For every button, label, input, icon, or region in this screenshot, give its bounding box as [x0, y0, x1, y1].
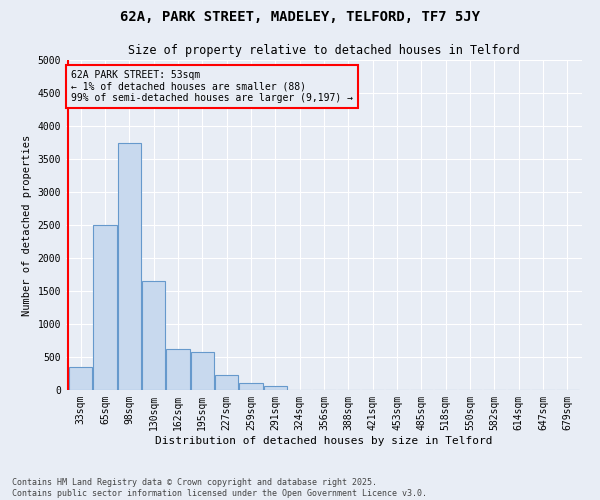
X-axis label: Distribution of detached houses by size in Telford: Distribution of detached houses by size …	[155, 436, 493, 446]
Bar	[166, 349, 190, 390]
Y-axis label: Number of detached properties: Number of detached properties	[22, 134, 32, 316]
Bar	[94, 225, 116, 390]
Bar	[239, 384, 263, 390]
Bar	[118, 142, 141, 390]
Bar	[142, 281, 165, 390]
Text: 62A PARK STREET: 53sqm
← 1% of detached houses are smaller (88)
99% of semi-deta: 62A PARK STREET: 53sqm ← 1% of detached …	[71, 70, 353, 103]
Bar	[215, 376, 238, 390]
Text: 62A, PARK STREET, MADELEY, TELFORD, TF7 5JY: 62A, PARK STREET, MADELEY, TELFORD, TF7 …	[120, 10, 480, 24]
Bar	[191, 352, 214, 390]
Text: Contains HM Land Registry data © Crown copyright and database right 2025.
Contai: Contains HM Land Registry data © Crown c…	[12, 478, 427, 498]
Bar	[69, 367, 92, 390]
Title: Size of property relative to detached houses in Telford: Size of property relative to detached ho…	[128, 44, 520, 58]
Bar	[264, 386, 287, 390]
